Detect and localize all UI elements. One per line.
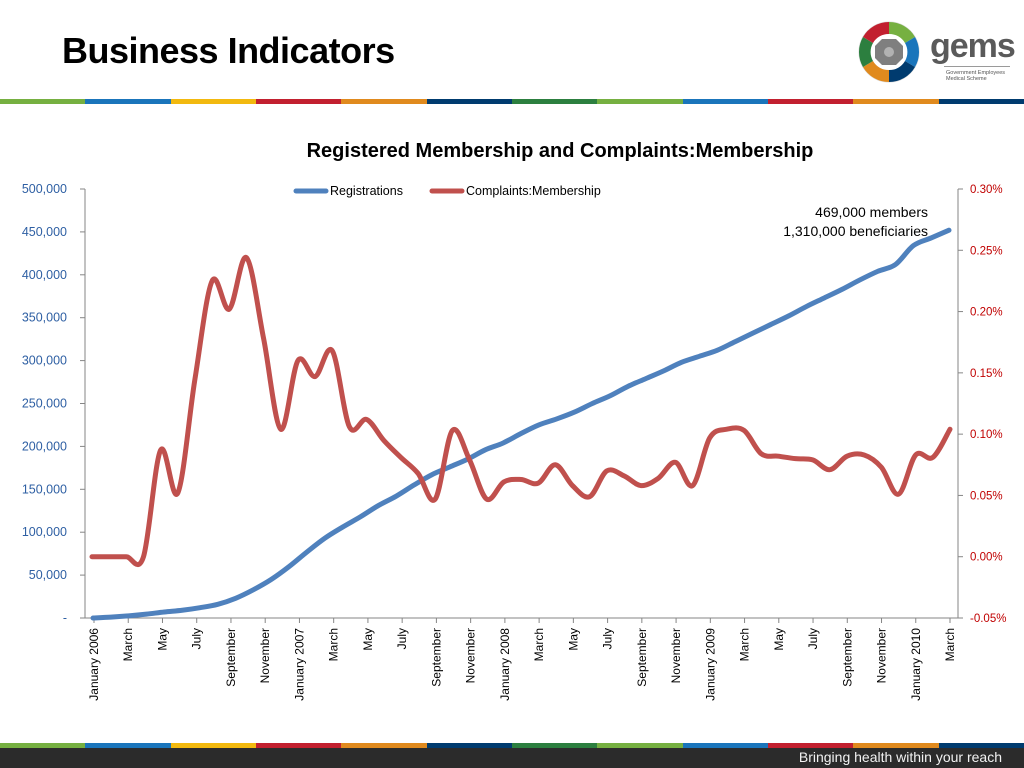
stripe-segment	[767, 99, 854, 104]
x-axis-tick-label: September	[635, 628, 649, 687]
right-axis-tick-label: 0.10%	[970, 429, 1003, 441]
stripe-segment	[85, 743, 171, 748]
x-axis-tick-label: January 2006	[87, 628, 101, 701]
stripe-segment	[0, 99, 86, 104]
footer-tagline: Bringing health within your reach	[798, 749, 1002, 765]
right-axis-tick-label: 0.25%	[970, 245, 1003, 257]
left-axis-tick-label: 200,000	[22, 439, 67, 453]
footer-bar	[0, 748, 1024, 768]
x-axis-tick-label: January 2009	[703, 628, 717, 701]
left-axis-tick-label: 150,000	[22, 482, 67, 496]
stripe-segment	[255, 99, 342, 104]
right-axis-tick-label: -0.05%	[970, 613, 1006, 625]
stripe-segment	[341, 99, 427, 104]
x-axis-tick-label: January 2010	[909, 628, 923, 701]
stripe-segment	[767, 743, 854, 748]
stripe-segment	[341, 743, 427, 748]
x-axis-tick-label: September	[840, 628, 854, 687]
left-axis-tick-label: 400,000	[22, 268, 67, 282]
stripe-segment	[255, 743, 342, 748]
registrations-line	[90, 227, 952, 621]
left-axis-tick-label: 300,000	[22, 354, 67, 368]
legend-label-registrations: Registrations	[330, 184, 403, 198]
left-axis-tick-label: 350,000	[22, 311, 67, 325]
stripe-segment	[170, 99, 256, 104]
x-axis-tick-label: May	[772, 628, 786, 651]
x-axis-tick-label: July	[601, 628, 615, 649]
gems-emblem-icon	[858, 21, 920, 83]
right-axis-tick-label: 0.05%	[970, 490, 1003, 502]
x-axis-tick-label: November	[464, 628, 478, 683]
x-axis-tick-label: July	[190, 628, 204, 649]
x-axis-tick-label: November	[875, 628, 889, 683]
bottom-color-stripe	[0, 743, 1024, 748]
annotation-members: 469,000 members	[815, 204, 928, 220]
slide-title: Business Indicators	[62, 30, 395, 71]
stripe-segment	[85, 99, 171, 104]
stripe-segment	[426, 99, 512, 104]
left-axis-tick-label: 250,000	[22, 397, 67, 411]
stripe-segment	[682, 99, 768, 104]
complaints-line	[89, 255, 953, 567]
right-axis-tick-label: 0.15%	[970, 368, 1003, 380]
gems-wordmark: gems	[930, 27, 1016, 65]
x-axis-tick-label: March	[943, 628, 957, 661]
stripe-segment	[426, 743, 512, 748]
chart-title: Registered Membership and Complaints:Mem…	[306, 140, 814, 162]
stripe-segment	[0, 743, 86, 748]
left-axis-tick-label: 450,000	[22, 225, 67, 239]
x-axis-tick-label: March	[738, 628, 752, 661]
stripe-segment	[682, 743, 768, 748]
annotation-beneficiaries: 1,310,000 beneficiaries	[783, 223, 928, 239]
top-color-stripe	[0, 99, 1024, 104]
stripe-segment	[511, 743, 598, 748]
x-axis-tick-label: July	[395, 628, 409, 649]
x-axis-tick-label: September	[224, 628, 238, 687]
right-axis-tick-label: 0.00%	[970, 552, 1003, 564]
x-axis-tick-label: November	[258, 628, 272, 683]
stripe-segment	[938, 99, 1024, 104]
x-axis-tick-label: January 2007	[292, 628, 306, 701]
x-axis-tick-label: March	[532, 628, 546, 661]
stripe-segment	[170, 743, 256, 748]
right-axis-tick-label: 0.30%	[970, 184, 1003, 196]
x-axis-tick-label: July	[806, 628, 820, 649]
x-axis-tick-label: March	[327, 628, 341, 661]
x-axis-tick-label: May	[361, 628, 375, 651]
gems-logo: gems Government Employees Medical Scheme	[855, 18, 1016, 86]
x-axis-tick-label: March	[121, 628, 135, 661]
stripe-segment	[938, 743, 1024, 748]
gems-subtitle: Government Employees Medical Scheme	[946, 70, 1005, 82]
legend-label-complaints: Complaints:Membership	[466, 184, 601, 198]
stripe-segment	[511, 99, 598, 104]
x-axis-tick-label: January 2008	[498, 628, 512, 701]
x-axis-tick-label: November	[669, 628, 683, 683]
left-axis-tick-label: -	[63, 611, 67, 625]
logo-divider	[944, 66, 1010, 67]
left-axis-tick-label: 500,000	[22, 182, 67, 196]
x-axis-tick-label: September	[429, 628, 443, 687]
stripe-segment	[597, 99, 683, 104]
right-axis-tick-label: 0.20%	[970, 307, 1003, 319]
left-axis-tick-label: 50,000	[29, 568, 67, 582]
stripe-segment	[597, 743, 683, 748]
stripe-segment	[853, 99, 939, 104]
stripe-segment	[853, 743, 939, 748]
left-axis-tick-label: 100,000	[22, 525, 67, 539]
x-axis-tick-label: May	[566, 628, 580, 651]
x-axis-tick-label: May	[155, 628, 169, 651]
